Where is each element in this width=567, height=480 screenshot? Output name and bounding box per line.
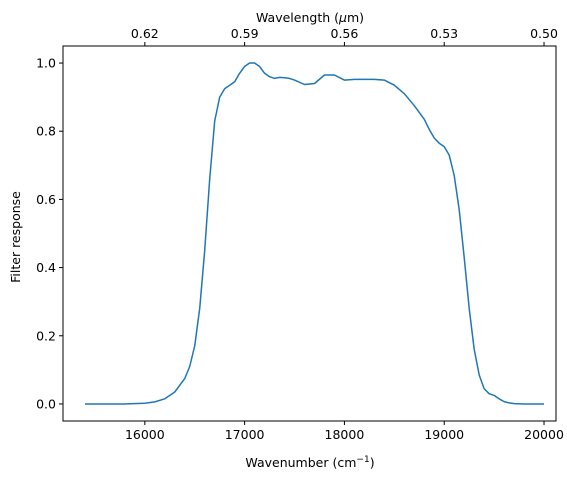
plot-frame bbox=[62, 45, 557, 422]
x-axis-label: Wavenumber (cm−1) bbox=[245, 455, 374, 470]
x-tick-label: 17000 bbox=[225, 427, 265, 442]
x-tick-label: 19000 bbox=[424, 427, 464, 442]
y-tick-label: 0.2 bbox=[36, 328, 56, 343]
y-tick-label: 0.6 bbox=[36, 192, 56, 207]
plot-area bbox=[62, 45, 557, 422]
top-tick-label: 0.53 bbox=[430, 26, 458, 41]
top-tick-label: 0.62 bbox=[131, 26, 159, 41]
y-tick-label: 0.0 bbox=[36, 396, 56, 411]
x-tick-label: 18000 bbox=[325, 427, 365, 442]
axis-ticks: 16000 17000 18000 19000 20000 0.0 0.2 0.4 0.6 0.8… bbox=[36, 26, 564, 442]
x-tick-label: 16000 bbox=[125, 427, 165, 442]
top-tick-label: 0.50 bbox=[530, 26, 558, 41]
y-tick-label: 0.4 bbox=[36, 260, 56, 275]
series-line-0 bbox=[85, 62, 544, 405]
top-axis-label: Wavelength (μm) bbox=[256, 10, 364, 25]
top-tick-label: 0.56 bbox=[331, 26, 359, 41]
y-tick-label: 0.8 bbox=[36, 124, 56, 139]
y-tick-label: 1.0 bbox=[36, 56, 56, 71]
top-tick-label: 0.59 bbox=[231, 26, 259, 41]
y-axis-label: Filter response bbox=[8, 191, 23, 283]
x-tick-label: 20000 bbox=[524, 427, 564, 442]
